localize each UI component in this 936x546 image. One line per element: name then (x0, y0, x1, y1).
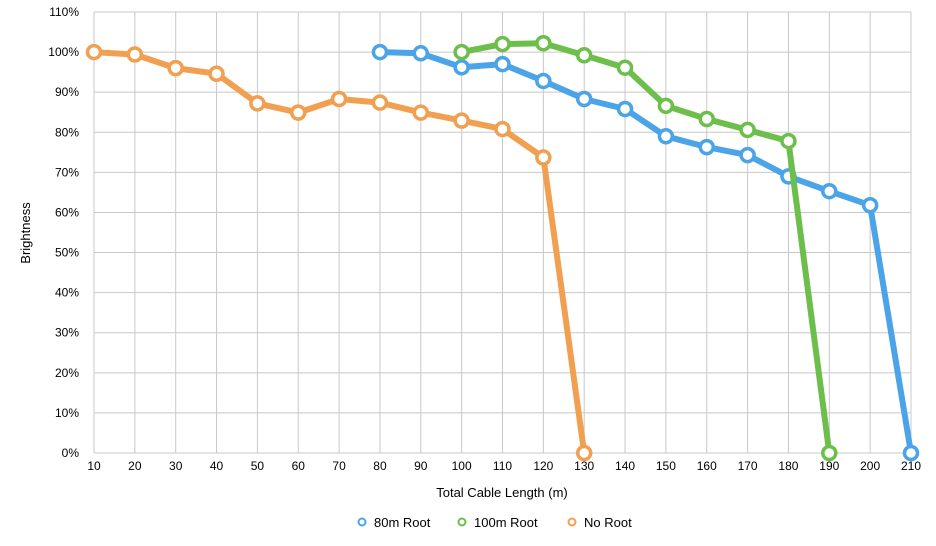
data-point (616, 100, 634, 118)
x-tick-label: 140 (615, 459, 635, 473)
series-no-root (85, 43, 593, 462)
x-tick-label: 150 (656, 459, 676, 473)
legend-item: No Root (567, 515, 632, 530)
legend-marker (357, 517, 367, 527)
data-point (371, 43, 389, 61)
legend-label: 100m Root (474, 515, 538, 530)
legend: 80m Root 100m Root No Root (357, 515, 632, 530)
x-tick-label: 40 (210, 459, 224, 473)
y-tick-label: 110% (49, 5, 79, 19)
legend-marker (567, 517, 577, 527)
x-tick-label: 80 (373, 459, 387, 473)
x-tick-label: 200 (860, 459, 880, 473)
data-point (780, 132, 797, 150)
x-tick-label: 50 (251, 459, 265, 473)
x-tick-label: 170 (738, 459, 758, 473)
data-point (698, 110, 715, 128)
data-point (902, 444, 920, 462)
x-tick-label: 210 (901, 459, 921, 473)
x-tick-label: 130 (574, 459, 594, 473)
data-point (453, 112, 470, 129)
y-axis-ticks: 0% 10% 20% 30% 40% 50% 60% 70% 80% 90% 100% 110% (48, 5, 79, 460)
series-line (458, 40, 833, 456)
legend-item: 100m Root (457, 515, 538, 530)
data-point (657, 128, 675, 145)
series-layer (85, 35, 920, 462)
data-point (453, 59, 470, 76)
y-tick-label: 0% (62, 446, 80, 460)
data-point (535, 72, 552, 90)
x-axis-ticks: 10 20 30 40 50 60 70 80 90 100 110 120 130 140 150 160 1… (87, 459, 921, 473)
data-point (821, 444, 838, 462)
data-point (535, 149, 552, 166)
y-tick-label: 20% (55, 366, 79, 380)
data-point (739, 146, 756, 164)
x-tick-label: 20 (128, 459, 142, 473)
data-point (290, 104, 307, 121)
data-point (494, 120, 511, 138)
x-axis-title: Total Cable Length (m) (436, 485, 568, 500)
data-point (494, 35, 511, 53)
x-tick-label: 60 (292, 459, 306, 473)
data-point (657, 97, 675, 115)
data-point (494, 55, 511, 73)
data-point (861, 196, 879, 214)
data-point (535, 35, 552, 52)
data-point (371, 94, 389, 111)
y-tick-label: 100% (48, 45, 79, 59)
y-tick-label: 10% (55, 406, 79, 420)
legend-label: 80m Root (374, 515, 431, 530)
data-point (739, 121, 756, 139)
x-tick-label: 190 (819, 459, 839, 473)
y-tick-label: 30% (55, 326, 79, 340)
y-tick-label: 90% (55, 85, 79, 99)
data-point (330, 90, 348, 108)
x-tick-label: 180 (778, 459, 798, 473)
data-point (412, 45, 430, 62)
x-tick-label: 70 (332, 459, 346, 473)
data-point (575, 47, 593, 64)
legend-label: No Root (584, 515, 632, 530)
data-point (698, 138, 715, 156)
y-tick-label: 70% (55, 165, 79, 179)
x-tick-label: 160 (697, 459, 717, 473)
data-point (85, 43, 103, 61)
data-point (126, 46, 144, 63)
x-tick-label: 10 (87, 459, 101, 473)
data-point (453, 43, 470, 61)
x-tick-label: 120 (533, 459, 553, 473)
x-tick-label: 110 (493, 459, 512, 473)
x-tick-label: 100 (452, 459, 472, 473)
data-point (575, 444, 593, 462)
series-100m-root (453, 35, 838, 462)
data-point (208, 65, 225, 82)
data-point (249, 95, 266, 112)
data-point (575, 90, 593, 108)
y-axis-title: Brightness (18, 202, 33, 264)
x-tick-label: 30 (169, 459, 183, 473)
y-tick-label: 40% (55, 286, 79, 300)
data-point (167, 59, 184, 77)
y-tick-label: 60% (55, 205, 79, 219)
y-tick-label: 50% (55, 246, 79, 260)
data-point (412, 104, 430, 121)
series-80m-root (371, 43, 920, 462)
data-point (821, 182, 838, 200)
x-tick-label: 90 (414, 459, 428, 473)
y-tick-label: 80% (55, 125, 79, 139)
data-point (616, 59, 634, 76)
legend-marker (457, 517, 467, 527)
legend-item: 80m Root (357, 515, 431, 530)
